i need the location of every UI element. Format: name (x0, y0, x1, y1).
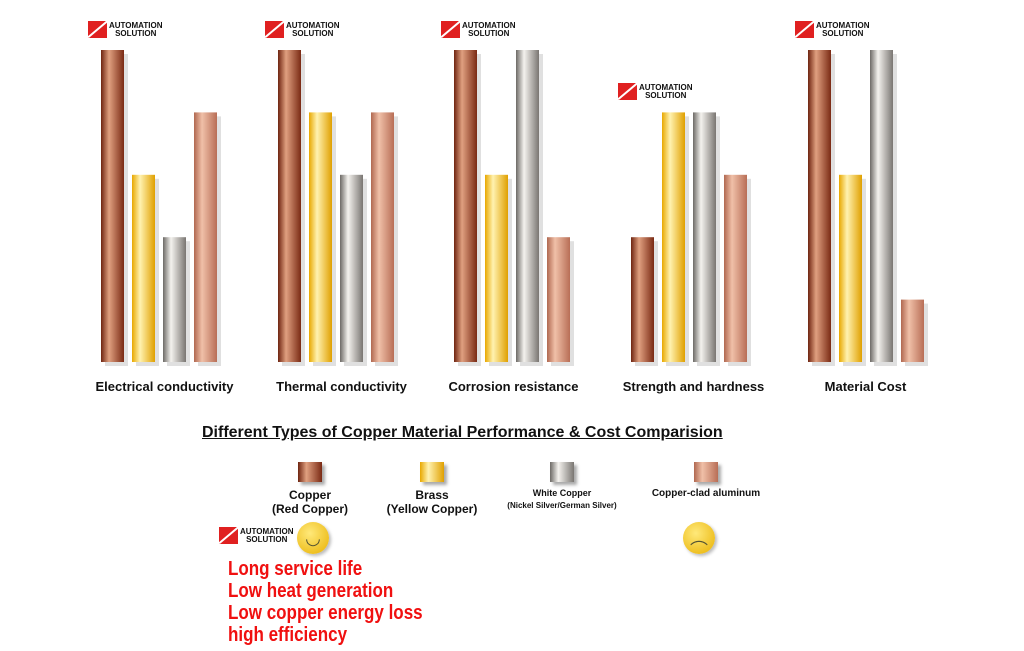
bar-3-1 (371, 112, 394, 363)
legend-sublabel: (Nickel Silver/German Silver) (507, 501, 617, 510)
legend-label: Copper-clad aluminum (651, 488, 761, 499)
legend-swatch (694, 462, 718, 482)
legend-sublabel: (Red Copper) (272, 502, 348, 516)
bar-2-4 (870, 50, 893, 362)
bar-2-3 (693, 112, 716, 363)
bar-2-1 (340, 174, 363, 362)
legend-item-copper-clad-aluminum: Copper-clad aluminum (636, 462, 776, 499)
benefit-item: high efficiency (228, 624, 348, 646)
benefit-item: Low copper energy loss (228, 602, 423, 624)
legend-item-white-copper: White Copper (Nickel Silver/German Silve… (492, 462, 632, 510)
sad-face-icon: ︵ (683, 522, 715, 554)
bar-3-3 (724, 174, 747, 362)
legend-label: White Copper (532, 488, 592, 498)
legend-item-brass: Brass (Yellow Copper) (372, 462, 492, 516)
legend-label: Copper (289, 488, 331, 502)
chart-title: Different Types of Copper Material Perfo… (202, 424, 723, 441)
automation-solution-logo: AUTOMATION SOLUTION (219, 527, 293, 544)
legend-label: Brass (415, 488, 449, 502)
bar-1-0 (132, 174, 155, 362)
legend-item-copper: Copper (Red Copper) (250, 462, 370, 516)
bar-1-3 (662, 112, 685, 363)
benefit-item: Low heat generation (228, 580, 394, 602)
happy-face-icon: ◡ (297, 522, 329, 554)
category-label: Material Cost (824, 379, 907, 394)
bar-0-3 (631, 237, 654, 362)
legend-swatch (298, 462, 322, 482)
automation-solution-logo: AUTOMATION SOLUTION (265, 21, 339, 38)
bar-chart (101, 50, 928, 367)
category-label: Thermal conductivity (276, 379, 407, 394)
bar-3-2 (547, 237, 570, 362)
bar-1-4 (839, 174, 862, 362)
bar-0-2 (454, 50, 477, 362)
bar-3-0 (194, 112, 217, 363)
bar-0-4 (808, 50, 831, 362)
bar-2-0 (163, 237, 186, 362)
legend-swatch (420, 462, 444, 482)
bar-1-2 (485, 174, 508, 362)
category-label: Corrosion resistance (448, 379, 579, 394)
category-label: Strength and hardness (622, 379, 765, 394)
automation-solution-logo: AUTOMATION SOLUTION (441, 21, 515, 38)
bar-2-2 (516, 50, 539, 362)
automation-solution-logo: AUTOMATION SOLUTION (618, 83, 692, 101)
benefit-item: Long service life (228, 558, 363, 580)
category-label: Electrical conductivity (95, 379, 234, 394)
benefits-list: Long service life Low heat generation Lo… (228, 558, 423, 646)
automation-solution-logo: AUTOMATION SOLUTION (88, 21, 162, 38)
bar-1-1 (309, 112, 332, 363)
bar-3-4 (901, 299, 924, 362)
legend-swatch (550, 462, 574, 482)
bar-0-1 (278, 50, 301, 362)
bar-0-0 (101, 50, 124, 362)
automation-solution-logo: AUTOMATION SOLUTION (795, 21, 869, 38)
legend-sublabel: (Yellow Copper) (386, 502, 478, 516)
